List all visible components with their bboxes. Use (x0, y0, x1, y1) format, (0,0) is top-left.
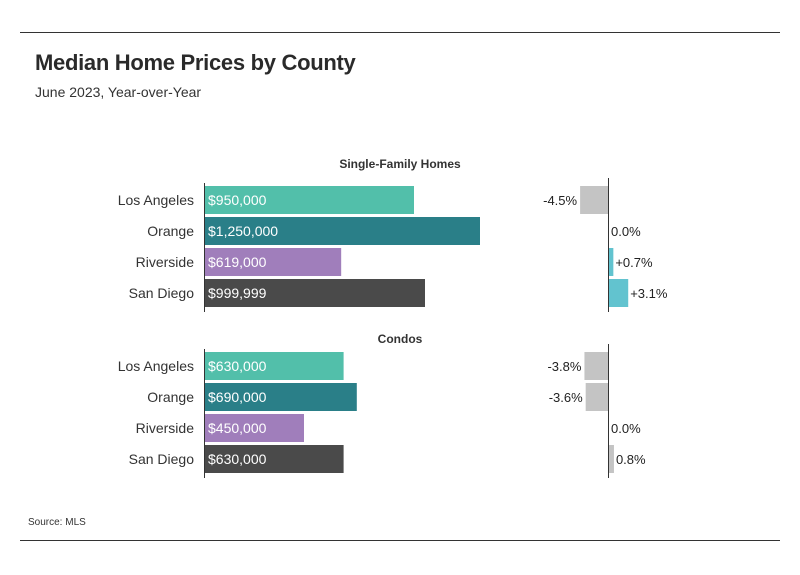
top-rule (20, 32, 780, 33)
bottom-rule (20, 540, 780, 541)
change-bar-condos-san-diego (609, 445, 614, 473)
price-label-condos-los-angeles: $630,000 (208, 358, 267, 374)
change-label-condos-orange: -3.6% (549, 390, 583, 405)
price-bar-single-family-homes-riverside (205, 248, 342, 276)
price-bar-single-family-homes-san-diego (205, 279, 425, 307)
change-label-condos-los-angeles: -3.8% (547, 359, 581, 374)
change-bar-single-family-homes-los-angeles (580, 186, 608, 214)
price-label-condos-riverside: $450,000 (208, 420, 267, 436)
category-label-single-family-homes-orange: Orange (147, 223, 194, 239)
change-label-condos-san-diego: 0.8% (616, 452, 646, 467)
price-bar-condos-orange (205, 383, 357, 411)
source-note: Source: MLS (28, 517, 86, 528)
category-label-condos-riverside: Riverside (136, 420, 195, 436)
price-label-condos-orange: $690,000 (208, 389, 267, 405)
category-label-condos-san-diego: San Diego (129, 451, 195, 467)
change-label-single-family-homes-orange: 0.0% (611, 224, 641, 239)
price-bar-single-family-homes-orange (205, 217, 480, 245)
category-label-condos-los-angeles: Los Angeles (118, 358, 194, 374)
chart-title: Median Home Prices by County (35, 50, 356, 75)
price-bar-condos-san-diego (205, 445, 344, 473)
change-label-single-family-homes-riverside: +0.7% (615, 255, 653, 270)
group-title-condos: Condos (378, 332, 423, 346)
group-title-single-family-homes: Single-Family Homes (339, 157, 461, 171)
change-label-condos-riverside: 0.0% (611, 421, 641, 436)
price-bar-condos-los-angeles (205, 352, 344, 380)
price-label-condos-san-diego: $630,000 (208, 451, 267, 467)
change-label-single-family-homes-san-diego: +3.1% (630, 286, 668, 301)
category-label-single-family-homes-riverside: Riverside (136, 254, 195, 270)
change-bar-condos-los-angeles (584, 352, 608, 380)
change-bar-single-family-homes-san-diego (609, 279, 629, 307)
price-bar-condos-riverside (205, 414, 304, 442)
price-label-single-family-homes-los-angeles: $950,000 (208, 192, 267, 208)
category-label-condos-orange: Orange (147, 389, 194, 405)
price-label-single-family-homes-riverside: $619,000 (208, 254, 267, 270)
price-label-single-family-homes-san-diego: $999,999 (208, 285, 267, 301)
change-label-single-family-homes-los-angeles: -4.5% (543, 193, 577, 208)
price-label-single-family-homes-orange: $1,250,000 (208, 223, 278, 239)
change-bar-single-family-homes-riverside (609, 248, 614, 276)
change-bar-condos-orange (585, 383, 608, 411)
chart-subtitle: June 2023, Year-over-Year (35, 84, 202, 100)
category-label-single-family-homes-san-diego: San Diego (129, 285, 195, 301)
category-label-single-family-homes-los-angeles: Los Angeles (118, 192, 194, 208)
price-bar-single-family-homes-los-angeles (205, 186, 414, 214)
